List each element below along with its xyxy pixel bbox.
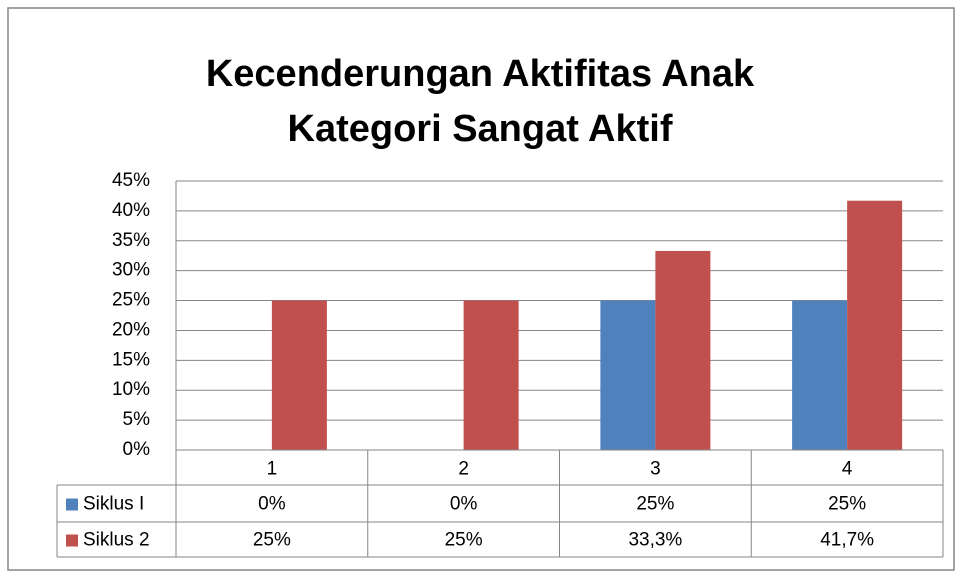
y-tick-label: 0% — [123, 439, 151, 460]
bar — [271, 300, 327, 450]
bar — [600, 300, 656, 450]
y-tick-label: 5% — [123, 409, 151, 430]
y-tick-label: 40% — [112, 200, 150, 221]
y-tick-label: 10% — [112, 379, 150, 400]
chart-title: Kategori Sangat Aktif — [288, 108, 673, 150]
y-tick-label: 45% — [112, 170, 150, 191]
data-label: 0% — [450, 494, 478, 515]
legend-key — [66, 534, 78, 547]
y-tick-label: 15% — [112, 349, 150, 370]
legend-key — [66, 498, 78, 511]
bar — [792, 300, 848, 450]
data-label: 33,3% — [628, 530, 682, 551]
legend-label: Siklus 2 — [83, 530, 150, 551]
y-tick-label: 25% — [112, 290, 150, 311]
x-tick-label: 1 — [267, 459, 278, 480]
bar — [847, 200, 903, 450]
chart-title: Kecenderungan Aktifitas Anak — [206, 53, 755, 95]
data-label: 25% — [253, 530, 291, 551]
y-tick-label: 30% — [112, 260, 150, 281]
data-label: 25% — [636, 494, 674, 515]
bar — [463, 300, 519, 450]
x-tick-label: 4 — [842, 459, 853, 480]
data-label: 0% — [258, 494, 286, 515]
data-label: 25% — [828, 494, 866, 515]
chart-frame — [7, 7, 955, 571]
data-label: 41,7% — [820, 530, 874, 551]
x-tick-label: 2 — [458, 459, 469, 480]
bar — [655, 250, 711, 450]
x-tick-label: 3 — [650, 459, 661, 480]
legend-label: Siklus I — [83, 494, 144, 515]
data-label: 25% — [445, 530, 483, 551]
y-tick-label: 35% — [112, 230, 150, 251]
y-tick-label: 20% — [112, 319, 150, 340]
